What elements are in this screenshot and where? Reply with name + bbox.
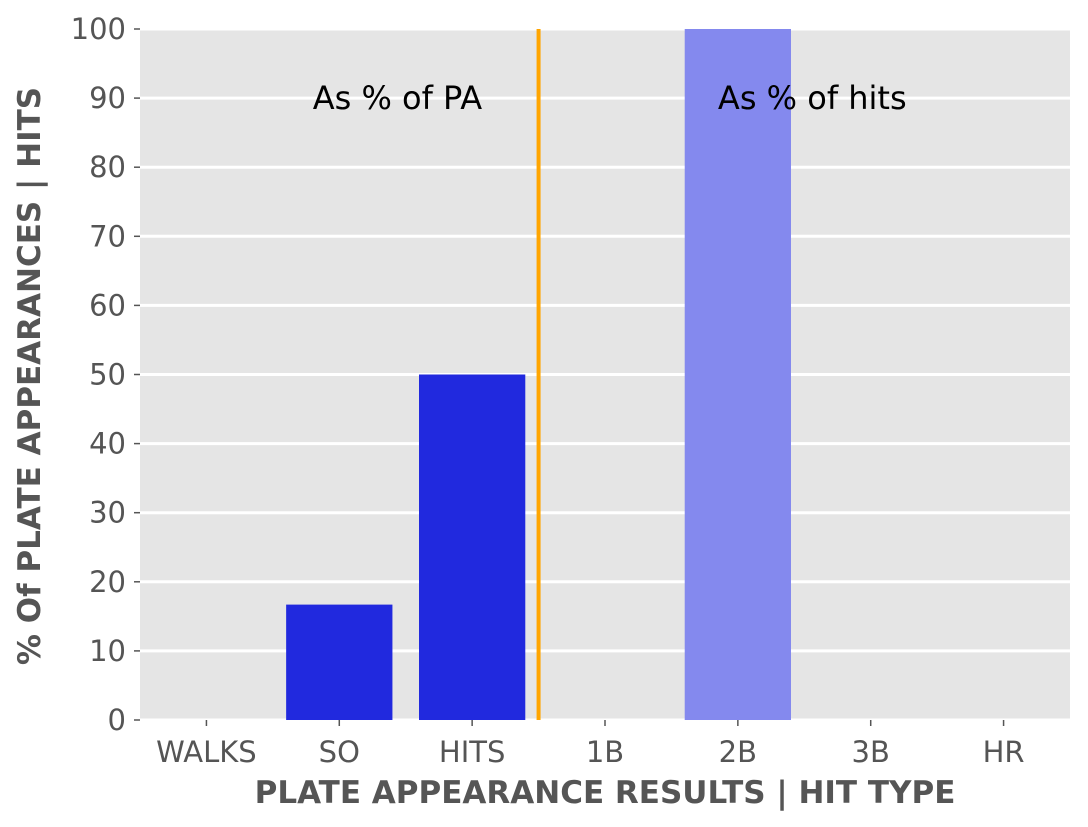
y-gridlines — [140, 27, 1070, 722]
x-tick-label: WALKS — [156, 735, 257, 769]
bar — [419, 374, 526, 720]
y-tick-label: 10 — [89, 634, 126, 668]
bar — [684, 29, 791, 720]
bar — [286, 604, 393, 720]
annotations: As % of PA As % of hits — [313, 79, 907, 117]
x-tick-label: HITS — [439, 735, 505, 769]
y-tick-label: 40 — [89, 427, 126, 461]
y-tick-label: 100 — [71, 12, 126, 46]
bars — [286, 29, 791, 720]
annotation-text: As % of hits — [718, 79, 907, 117]
x-tick-label: SO — [319, 735, 360, 769]
y-tick-label: 80 — [89, 150, 126, 184]
x-tick-label: 1B — [586, 735, 624, 769]
x-ticks: WALKS SO HITS 1B 2B 3B HR — [156, 720, 1025, 769]
y-axis-label: % Of PLATE APPEARANCES | HITS — [12, 87, 48, 665]
y-tick-label: 90 — [89, 81, 126, 115]
y-ticks: 0 10 20 30 40 50 60 70 80 90 100 — [71, 12, 140, 737]
y-tick-label: 30 — [89, 496, 126, 530]
x-tick-label: 3B — [852, 735, 890, 769]
x-axis-label: PLATE APPEARANCE RESULTS | HIT TYPE — [255, 775, 956, 811]
y-tick-label: 70 — [89, 219, 126, 253]
y-tick-label: 20 — [89, 565, 126, 599]
x-tick-label: HR — [983, 735, 1025, 769]
y-tick-label: 50 — [89, 358, 126, 392]
x-tick-label: 2B — [719, 735, 757, 769]
y-tick-label: 0 — [108, 703, 126, 737]
annotation-text: As % of PA — [313, 79, 483, 117]
y-tick-label: 60 — [89, 288, 126, 322]
